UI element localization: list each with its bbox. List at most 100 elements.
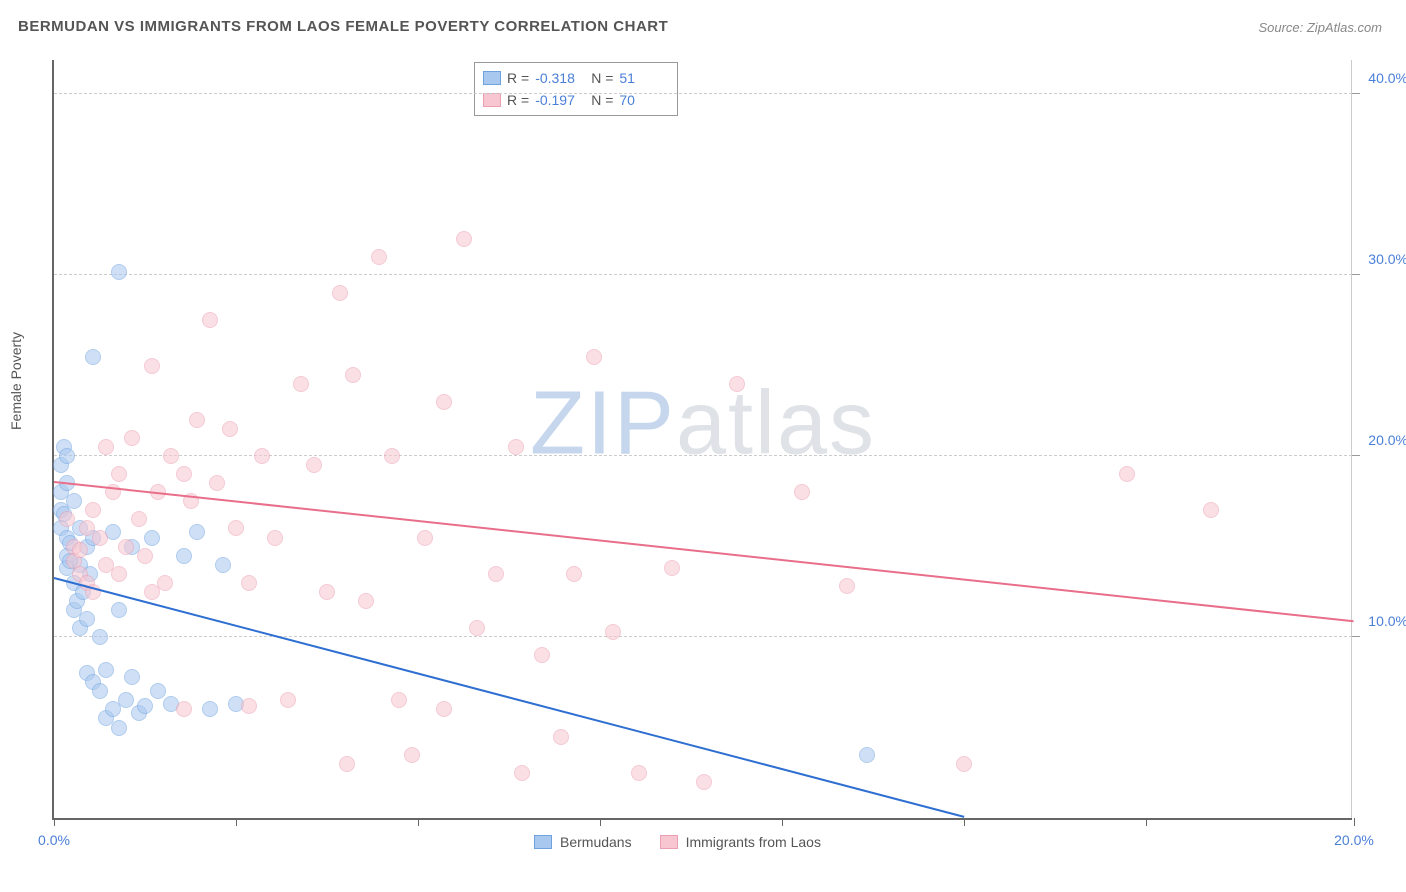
scatter-point bbox=[456, 231, 472, 247]
swatch-bermudans bbox=[483, 71, 501, 85]
y-axis-label: Female Poverty bbox=[8, 332, 24, 430]
scatter-point bbox=[631, 765, 647, 781]
scatter-point bbox=[332, 285, 348, 301]
legend-item-bermudans: Bermudans bbox=[534, 834, 632, 850]
r-value-bermudans: -0.318 bbox=[535, 67, 585, 89]
scatter-point bbox=[605, 624, 621, 640]
correlation-legend: R = -0.318 N = 51 R = -0.197 N = 70 bbox=[474, 62, 678, 116]
scatter-point bbox=[215, 557, 231, 573]
scatter-point bbox=[1203, 502, 1219, 518]
source-attribution: Source: ZipAtlas.com bbox=[1258, 20, 1382, 35]
scatter-point bbox=[306, 457, 322, 473]
scatter-point bbox=[514, 765, 530, 781]
watermark-atlas: atlas bbox=[676, 373, 876, 473]
right-axis bbox=[1351, 60, 1352, 818]
y-tick-label: 10.0% bbox=[1368, 613, 1406, 629]
n-value-bermudans: 51 bbox=[619, 67, 669, 89]
scatter-point bbox=[163, 448, 179, 464]
scatter-point bbox=[345, 367, 361, 383]
scatter-point bbox=[111, 264, 127, 280]
scatter-point bbox=[566, 566, 582, 582]
trend-line bbox=[54, 577, 964, 818]
scatter-point bbox=[176, 701, 192, 717]
scatter-point bbox=[202, 312, 218, 328]
scatter-point bbox=[228, 520, 244, 536]
scatter-point bbox=[553, 729, 569, 745]
x-tick-label: 20.0% bbox=[1334, 832, 1374, 848]
scatter-point bbox=[176, 466, 192, 482]
scatter-point bbox=[339, 756, 355, 772]
scatter-point bbox=[839, 578, 855, 594]
scatter-point bbox=[189, 524, 205, 540]
scatter-point bbox=[59, 511, 75, 527]
scatter-point bbox=[267, 530, 283, 546]
scatter-point bbox=[319, 584, 335, 600]
gridline bbox=[54, 636, 1352, 637]
scatter-point bbox=[137, 548, 153, 564]
scatter-point bbox=[118, 692, 134, 708]
scatter-point bbox=[111, 566, 127, 582]
y-tick-label: 40.0% bbox=[1368, 70, 1406, 86]
scatter-point bbox=[111, 720, 127, 736]
scatter-point bbox=[586, 349, 602, 365]
scatter-point bbox=[111, 466, 127, 482]
legend-row-bermudans: R = -0.318 N = 51 bbox=[483, 67, 669, 89]
scatter-point bbox=[118, 539, 134, 555]
y-tick bbox=[1352, 274, 1360, 275]
scatter-point bbox=[696, 774, 712, 790]
n-label: N = bbox=[591, 67, 613, 89]
swatch-bermudans bbox=[534, 835, 552, 849]
r-label: R = bbox=[507, 67, 529, 89]
y-tick bbox=[1352, 93, 1360, 94]
scatter-point bbox=[794, 484, 810, 500]
scatter-point bbox=[209, 475, 225, 491]
scatter-point bbox=[202, 701, 218, 717]
scatter-point bbox=[417, 530, 433, 546]
scatter-point bbox=[92, 683, 108, 699]
scatter-point bbox=[144, 530, 160, 546]
y-tick-label: 20.0% bbox=[1368, 432, 1406, 448]
x-tick-label: 0.0% bbox=[38, 832, 70, 848]
scatter-point bbox=[391, 692, 407, 708]
legend-label-bermudans: Bermudans bbox=[560, 834, 632, 850]
swatch-laos bbox=[483, 93, 501, 107]
scatter-point bbox=[469, 620, 485, 636]
x-tick bbox=[1146, 818, 1147, 826]
scatter-point bbox=[859, 747, 875, 763]
x-tick bbox=[418, 818, 419, 826]
scatter-point bbox=[534, 647, 550, 663]
scatter-point bbox=[189, 412, 205, 428]
legend-item-laos: Immigrants from Laos bbox=[660, 834, 821, 850]
scatter-point bbox=[280, 692, 296, 708]
y-tick bbox=[1352, 636, 1360, 637]
x-tick bbox=[54, 818, 55, 826]
gridline bbox=[54, 93, 1352, 94]
scatter-point bbox=[79, 611, 95, 627]
scatter-point bbox=[124, 430, 140, 446]
plot-area: ZIPatlas R = -0.318 N = 51 R = -0.197 N … bbox=[52, 60, 1352, 820]
watermark: ZIPatlas bbox=[530, 372, 876, 475]
y-tick bbox=[1352, 455, 1360, 456]
x-tick bbox=[1354, 818, 1355, 826]
x-tick bbox=[600, 818, 601, 826]
x-tick bbox=[782, 818, 783, 826]
scatter-point bbox=[436, 394, 452, 410]
scatter-point bbox=[144, 358, 160, 374]
scatter-point bbox=[729, 376, 745, 392]
x-tick bbox=[236, 818, 237, 826]
scatter-point bbox=[72, 542, 88, 558]
scatter-point bbox=[293, 376, 309, 392]
scatter-point bbox=[241, 698, 257, 714]
scatter-point bbox=[144, 584, 160, 600]
swatch-laos bbox=[660, 835, 678, 849]
chart-title: BERMUDAN VS IMMIGRANTS FROM LAOS FEMALE … bbox=[18, 18, 668, 35]
scatter-point bbox=[92, 530, 108, 546]
scatter-point bbox=[664, 560, 680, 576]
scatter-point bbox=[384, 448, 400, 464]
scatter-point bbox=[1119, 466, 1135, 482]
scatter-point bbox=[436, 701, 452, 717]
scatter-point bbox=[404, 747, 420, 763]
series-legend: Bermudans Immigrants from Laos bbox=[534, 834, 821, 850]
scatter-point bbox=[241, 575, 257, 591]
gridline bbox=[54, 274, 1352, 275]
